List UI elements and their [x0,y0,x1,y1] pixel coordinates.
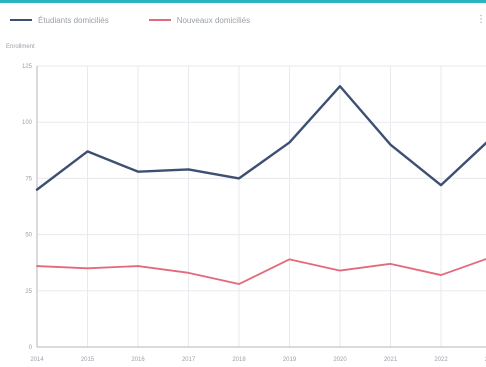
vertical-ellipsis-icon[interactable]: ⋮ [476,14,486,25]
series-line-2[interactable] [36,257,486,285]
legend-item-series-2[interactable]: Nouveaux domiciliés [148,15,251,25]
x-tick-label-2: 2016 [131,357,145,363]
x-tick-label-3: 2017 [182,357,196,363]
x-tick-label-7: 2021 [384,357,398,363]
legend-item-series-1[interactable]: Étudiants domiciliés [10,16,109,25]
axes [36,66,486,348]
y-tick-label-2: 50 [25,233,32,239]
legend-swatch-series-1 [10,19,32,21]
x-tick-label-6: 2020 [333,357,347,363]
x-tick-label-4: 2018 [232,357,246,363]
top-accent-rule [0,0,486,3]
series-line-1[interactable] [35,85,486,191]
y-tick-label-4: 100 [22,120,33,126]
x-tick-label-0: 2014 [30,357,44,363]
y-tick-label-3: 75 [25,176,32,182]
y-tick-label-5: 125 [22,64,33,70]
x-tick-label-5: 2019 [283,357,297,363]
series-lines [35,85,486,285]
tick-labels: 0 25 50 75 100 125 2014 2015 2016 2017 2018 2019 202… [22,64,486,363]
legend-label-series-1: Étudiants domiciliés [38,15,109,25]
legend-swatch-series-2 [148,19,171,21]
x-tick-label-8: 2022 [434,357,448,363]
grid-lines [37,65,486,347]
y-tick-label-0: 0 [29,345,33,351]
chart-legend: Étudiants domiciliés Nouveaux domiciliés [10,12,290,28]
legend-label-series-2: Nouveaux domiciliés [176,15,251,25]
y-axis-label: Enrollment [6,44,35,50]
y-tick-label-1: 25 [25,289,32,295]
x-tick-label-9: 2023 [485,357,486,363]
x-tick-label-1: 2015 [81,357,95,363]
